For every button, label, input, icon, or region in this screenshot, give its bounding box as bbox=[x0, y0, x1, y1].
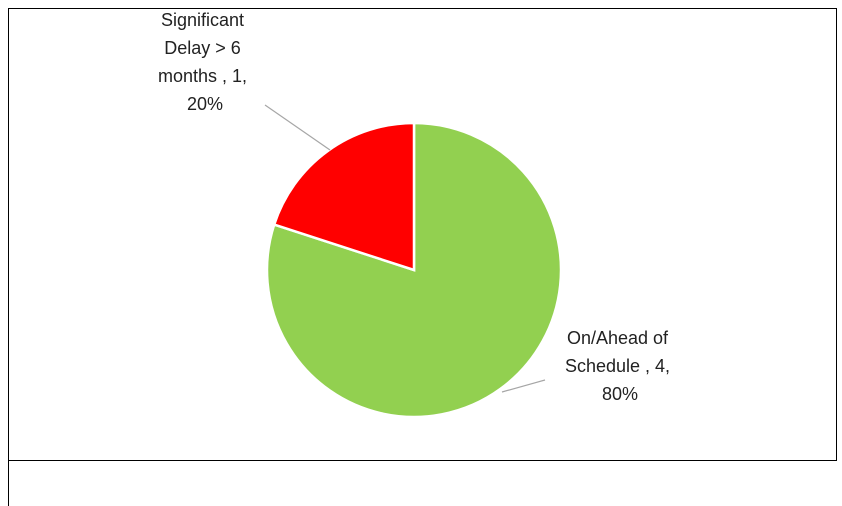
label-line: On/Ahead of bbox=[567, 328, 673, 348]
label-line: months , 1, bbox=[158, 66, 252, 86]
label-line: 20% bbox=[187, 94, 223, 114]
pie-slice: Significant Delay > 6 months bbox=[272, 121, 416, 272]
label-line: 80% bbox=[602, 384, 638, 404]
label-line: Schedule , 4, bbox=[565, 356, 675, 376]
leader-line bbox=[501, 379, 546, 393]
chart-frame bbox=[8, 8, 837, 461]
label-line: Significant bbox=[161, 10, 249, 30]
data-label: On/Ahead of Schedule , 4, 80% bbox=[565, 328, 675, 404]
label-line: Delay > 6 bbox=[164, 38, 246, 58]
data-label: Significant Delay > 6 months , 1, 20% bbox=[158, 10, 252, 114]
leader-line bbox=[264, 104, 331, 151]
